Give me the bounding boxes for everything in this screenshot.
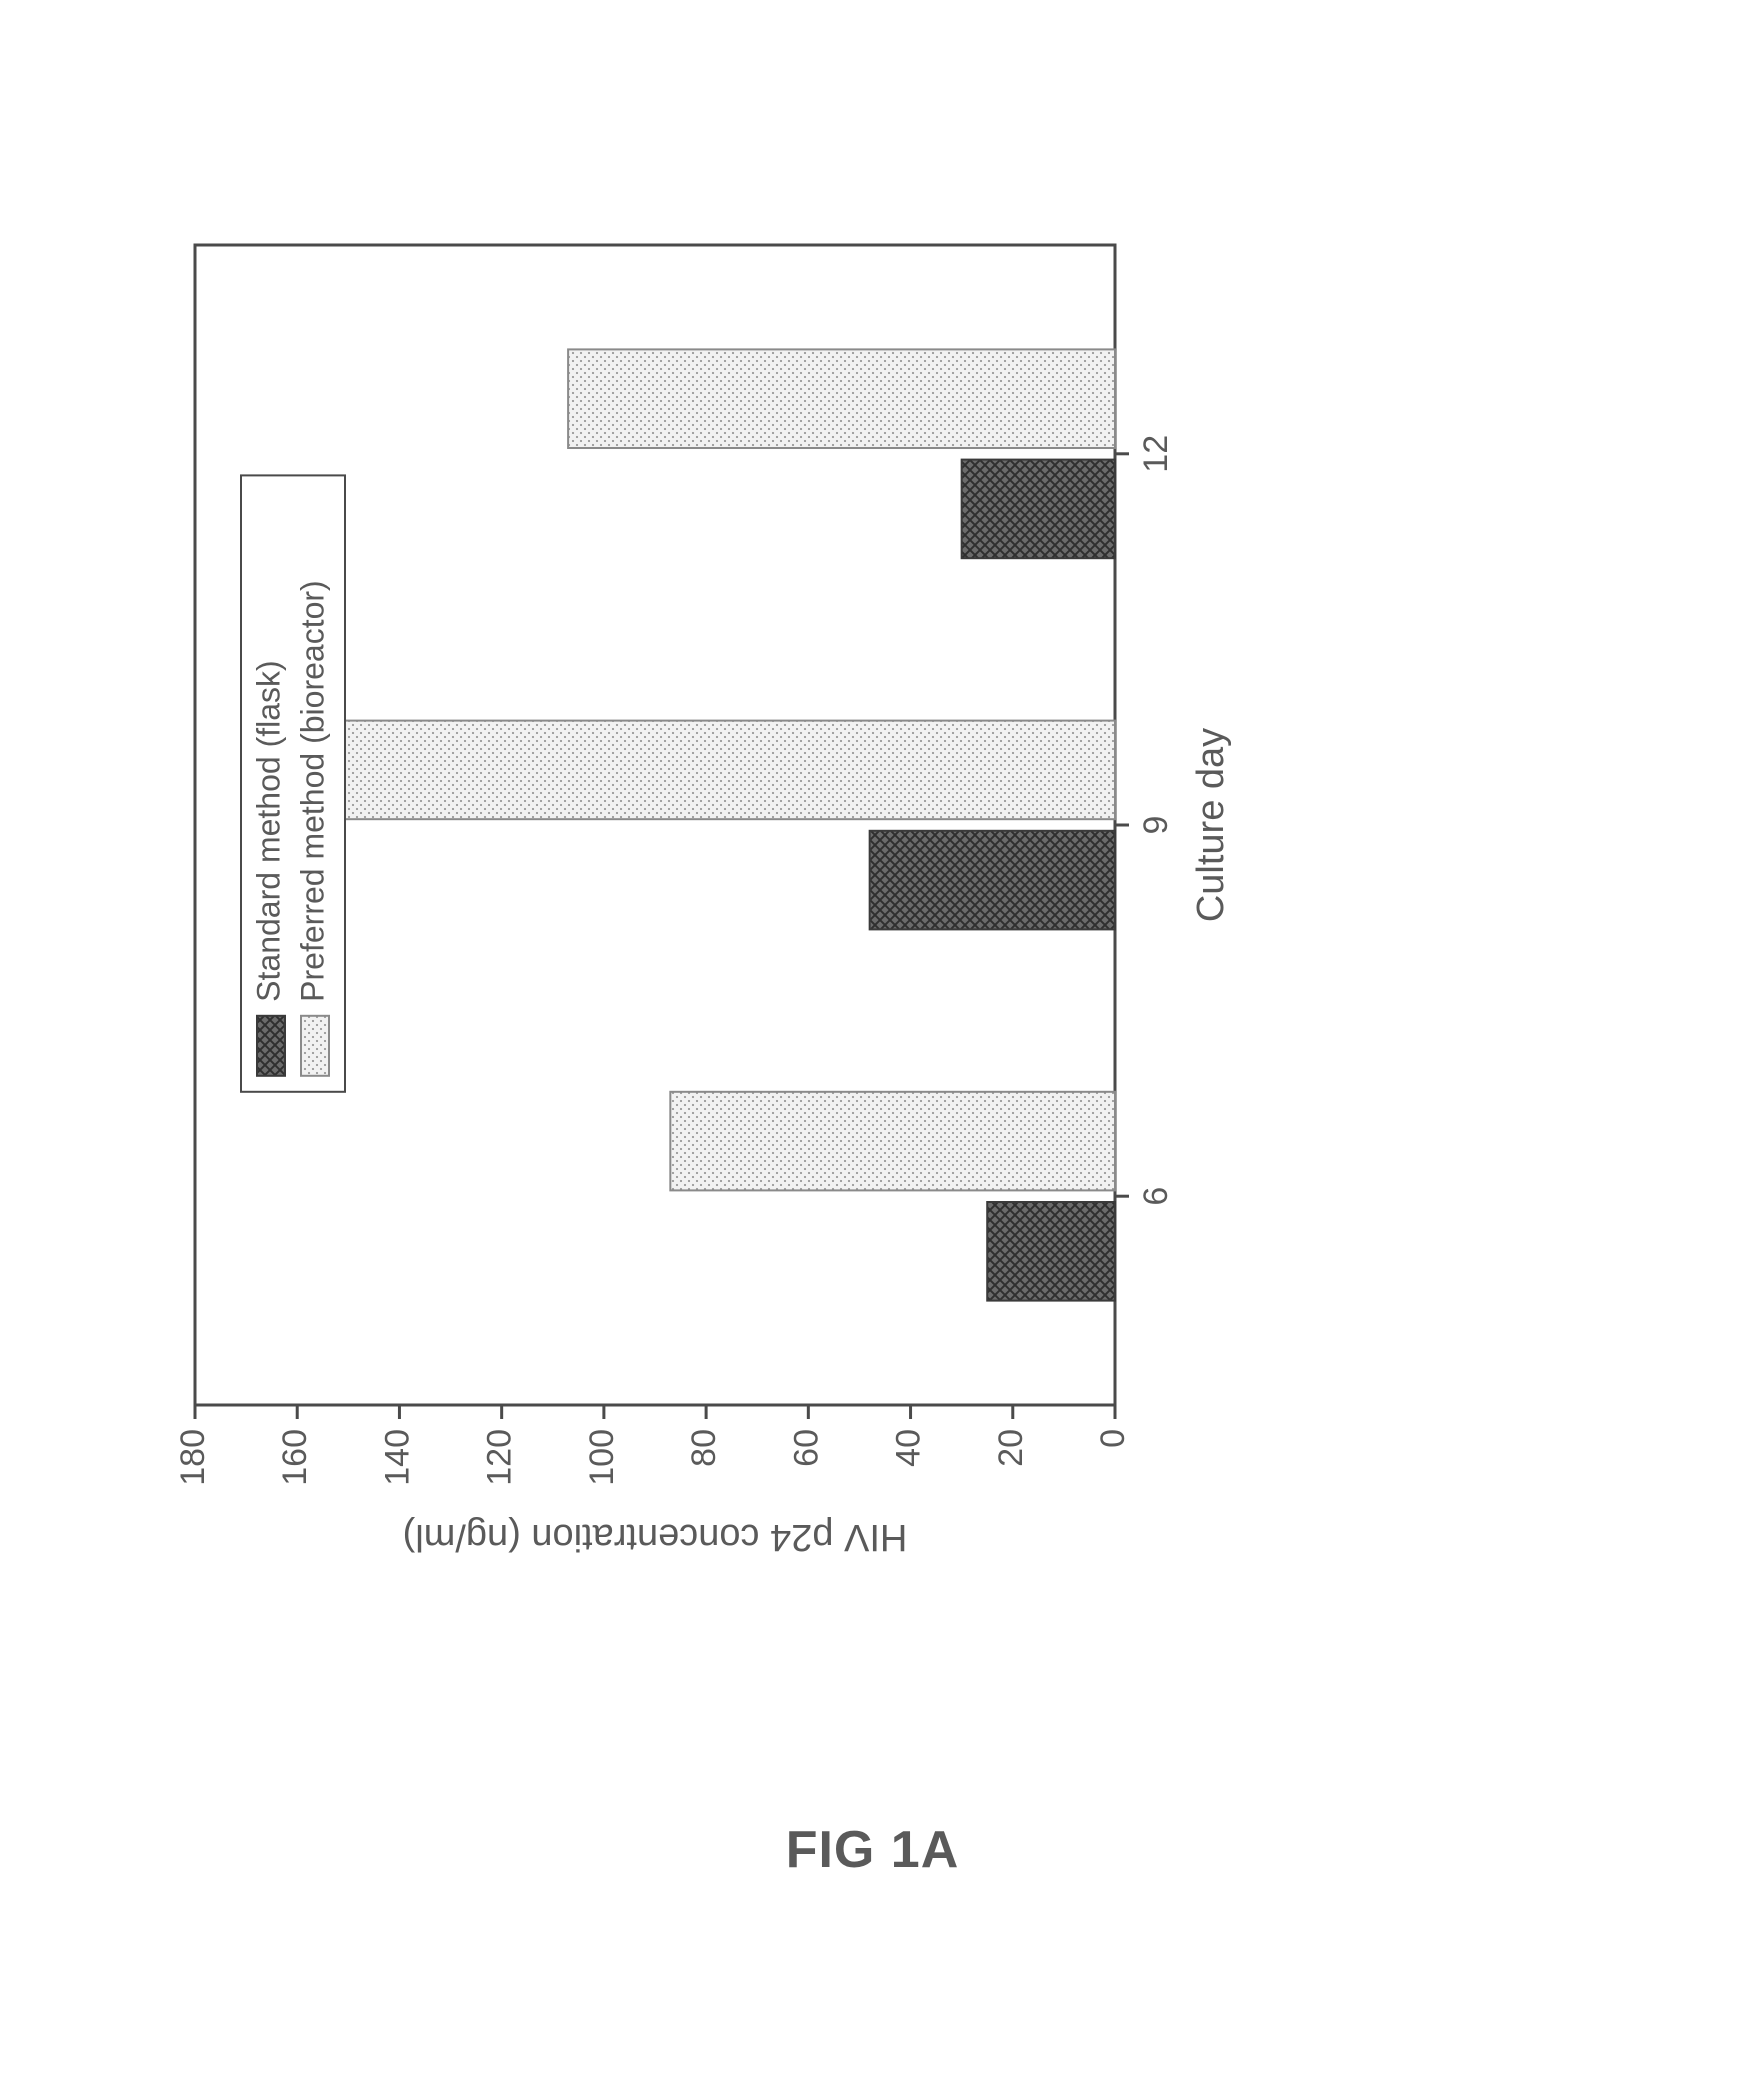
svg-text:40: 40 xyxy=(890,1429,928,1467)
bar xyxy=(338,721,1115,820)
legend-label: Standard method (flask) xyxy=(250,660,286,1002)
svg-text:100: 100 xyxy=(583,1429,621,1486)
svg-text:120: 120 xyxy=(481,1429,519,1486)
svg-text:12: 12 xyxy=(1137,435,1175,473)
chart-container: 0 20 40 60 80 100 120 140 160 180 HIV p24 concentr… xyxy=(175,475,1525,1575)
svg-text:HIV p24 concentration (ng/ml): HIV p24 concentration (ng/ml) xyxy=(403,1516,908,1558)
svg-text:20: 20 xyxy=(992,1429,1030,1467)
bar xyxy=(987,1202,1115,1301)
bar xyxy=(670,1092,1115,1191)
svg-text:9: 9 xyxy=(1137,816,1175,835)
svg-text:Culture day: Culture day xyxy=(1190,728,1232,922)
bar xyxy=(568,349,1115,448)
svg-text:160: 160 xyxy=(276,1429,314,1486)
bar xyxy=(962,460,1115,559)
svg-text:180: 180 xyxy=(175,1429,212,1486)
legend-label: Preferred method (bioreactor) xyxy=(294,580,330,1002)
bar-chart: 0 20 40 60 80 100 120 140 160 180 HIV p24 concentr… xyxy=(175,225,1275,1575)
svg-text:0: 0 xyxy=(1094,1429,1132,1448)
bar xyxy=(870,831,1115,930)
svg-text:80: 80 xyxy=(685,1429,723,1467)
figure-caption: FIG 1A xyxy=(0,1820,1745,1880)
svg-text:140: 140 xyxy=(378,1429,416,1486)
legend-swatch xyxy=(301,1016,329,1076)
legend-swatch xyxy=(257,1016,285,1076)
page: 0 20 40 60 80 100 120 140 160 180 HIV p24 concentr… xyxy=(0,0,1745,2075)
svg-text:6: 6 xyxy=(1137,1187,1175,1206)
svg-text:60: 60 xyxy=(787,1429,825,1467)
